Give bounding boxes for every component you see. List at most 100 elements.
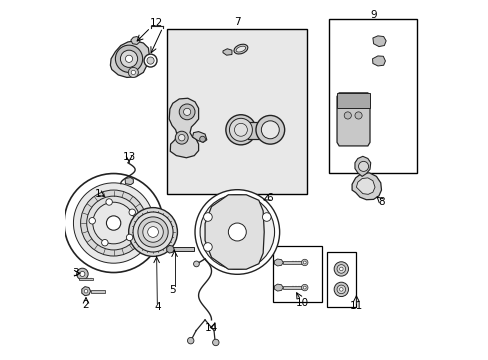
Circle shape	[203, 213, 212, 221]
Polygon shape	[169, 98, 198, 158]
Polygon shape	[356, 178, 374, 194]
Circle shape	[229, 118, 252, 141]
Circle shape	[106, 199, 112, 205]
Circle shape	[80, 271, 85, 276]
Circle shape	[102, 239, 108, 246]
Circle shape	[301, 284, 307, 291]
Polygon shape	[372, 56, 385, 66]
Text: 3: 3	[73, 268, 79, 278]
Polygon shape	[204, 195, 264, 269]
Circle shape	[133, 212, 173, 252]
Circle shape	[234, 123, 247, 136]
Circle shape	[128, 208, 177, 256]
Circle shape	[301, 259, 307, 266]
Bar	[247, 122, 263, 139]
Circle shape	[86, 196, 140, 250]
Polygon shape	[131, 37, 140, 44]
Circle shape	[115, 45, 142, 72]
Bar	[326, 252, 355, 307]
Polygon shape	[166, 246, 174, 253]
Text: 14: 14	[204, 323, 218, 333]
Circle shape	[125, 55, 132, 62]
Circle shape	[358, 161, 368, 171]
Circle shape	[178, 134, 184, 141]
Polygon shape	[125, 177, 133, 185]
Bar	[283, 261, 303, 264]
Circle shape	[106, 216, 121, 230]
Circle shape	[128, 67, 138, 77]
Text: 8: 8	[377, 197, 384, 207]
Circle shape	[147, 57, 154, 64]
Circle shape	[261, 121, 279, 139]
Text: 1: 1	[95, 189, 102, 199]
Circle shape	[183, 108, 190, 116]
Circle shape	[131, 70, 135, 75]
Polygon shape	[354, 156, 370, 176]
Circle shape	[179, 104, 195, 120]
Circle shape	[339, 267, 343, 271]
Circle shape	[225, 115, 255, 145]
Circle shape	[144, 54, 157, 67]
Circle shape	[120, 50, 137, 67]
Polygon shape	[274, 284, 283, 291]
Text: 11: 11	[349, 301, 362, 311]
Bar	[167, 30, 306, 194]
Circle shape	[73, 183, 153, 263]
Circle shape	[64, 174, 163, 273]
Text: 5: 5	[168, 285, 175, 295]
Circle shape	[89, 217, 95, 224]
Circle shape	[126, 234, 133, 240]
Bar	[90, 290, 105, 293]
Circle shape	[339, 288, 343, 291]
Circle shape	[333, 282, 348, 297]
Circle shape	[138, 217, 168, 247]
Circle shape	[175, 131, 188, 144]
Circle shape	[212, 339, 219, 346]
Circle shape	[303, 286, 305, 289]
Circle shape	[142, 222, 163, 242]
Circle shape	[147, 227, 158, 237]
Circle shape	[228, 223, 246, 241]
Circle shape	[93, 202, 134, 244]
Circle shape	[354, 112, 362, 119]
Circle shape	[203, 243, 212, 251]
Text: 10: 10	[295, 298, 308, 308]
Circle shape	[187, 337, 194, 344]
Bar	[328, 19, 416, 173]
Circle shape	[262, 213, 270, 221]
Circle shape	[193, 261, 199, 267]
Circle shape	[333, 262, 348, 276]
Circle shape	[336, 285, 345, 294]
Polygon shape	[81, 287, 90, 296]
Polygon shape	[192, 132, 206, 142]
Text: 7: 7	[234, 17, 240, 27]
Polygon shape	[372, 36, 386, 46]
Circle shape	[344, 112, 351, 119]
Polygon shape	[351, 173, 381, 200]
Circle shape	[129, 209, 135, 216]
Circle shape	[336, 265, 345, 273]
Text: 6: 6	[266, 193, 272, 203]
Circle shape	[81, 190, 146, 256]
Bar	[273, 246, 321, 302]
Circle shape	[200, 195, 274, 269]
Bar	[283, 286, 303, 289]
Bar	[79, 278, 93, 280]
Ellipse shape	[236, 46, 245, 52]
Bar	[336, 93, 369, 108]
Circle shape	[303, 261, 305, 264]
Text: 12: 12	[150, 18, 163, 28]
Circle shape	[255, 116, 284, 144]
Text: 9: 9	[369, 10, 376, 20]
Text: 2: 2	[82, 300, 89, 310]
Text: 13: 13	[122, 152, 135, 162]
Circle shape	[84, 289, 88, 293]
Polygon shape	[110, 41, 149, 77]
Polygon shape	[223, 49, 231, 55]
Circle shape	[77, 268, 88, 280]
Text: 4: 4	[154, 302, 161, 312]
Circle shape	[195, 190, 279, 274]
Circle shape	[199, 136, 205, 142]
Bar	[168, 247, 193, 251]
Polygon shape	[274, 259, 283, 266]
